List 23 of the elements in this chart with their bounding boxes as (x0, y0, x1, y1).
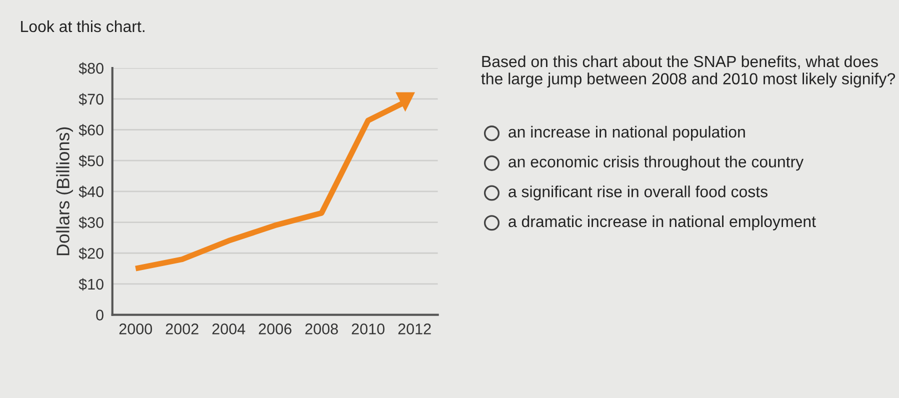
y-tick-label: 0 (96, 310, 104, 321)
text: a dramatic increase in national employment (508, 215, 816, 230)
text: an increase in national population (508, 126, 745, 141)
y-tick-label: $40 (78, 186, 104, 198)
x-tick-label: 2000 (119, 324, 152, 334)
x-tick-label: 2012 (398, 324, 431, 334)
y-tick-label: $50 (78, 154, 104, 168)
y-tick-label: $30 (78, 216, 104, 229)
text: a significant rise in overall food costs (508, 186, 768, 200)
x-tick-label: 2010 (352, 324, 384, 334)
y-tick-label: $70 (78, 93, 104, 106)
y-tick-label: $60 (78, 124, 104, 136)
chart-title: Look at this chart. (21, 20, 144, 32)
x-tick-label: 2006 (258, 324, 292, 334)
y-tick-label: $10 (78, 278, 104, 291)
y-tick-label: $80 (78, 62, 104, 75)
y-axis-title: Dollars (Billions) (56, 127, 73, 256)
x-tick-label: 2002 (166, 324, 198, 334)
text: Based on this chart about the SNAP benefits, what does the large jump between 2008 and 2010 most likely signify? (481, 55, 896, 88)
text: an economic crisis throughout the country (508, 156, 804, 171)
y-tick-label: $20 (78, 247, 104, 260)
x-tick-label: 2008 (305, 324, 338, 334)
x-tick-label: 2004 (212, 324, 246, 334)
